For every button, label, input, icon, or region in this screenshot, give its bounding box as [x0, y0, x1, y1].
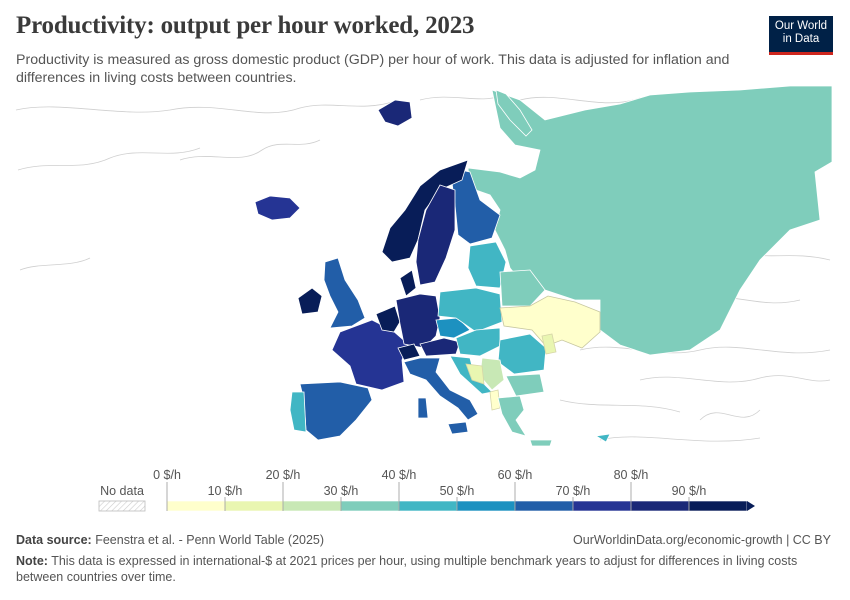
- legend-tick-label: 30 $/h: [324, 484, 359, 498]
- country-romania[interactable]: [497, 333, 547, 375]
- country-germany[interactable]: [395, 293, 441, 349]
- owid-logo[interactable]: Our World in Data: [769, 16, 833, 55]
- country-finland[interactable]: [449, 167, 501, 245]
- island-sicily[interactable]: [447, 421, 469, 435]
- legend-tick-label: 80 $/h: [614, 468, 649, 482]
- country-greece[interactable]: [497, 395, 527, 437]
- legend-tick-label: 50 $/h: [440, 484, 475, 498]
- country-russia[interactable]: [467, 85, 833, 356]
- legend-tick-label: 60 $/h: [498, 468, 533, 482]
- legend-bin[interactable]: [572, 500, 632, 512]
- source-label: Data source:: [16, 533, 92, 547]
- island-cyprus[interactable]: [594, 433, 611, 443]
- source-text[interactable]: Feenstra et al. - Penn World Table (2025…: [95, 533, 325, 547]
- chart-subtitle: Productivity is measured as gross domest…: [16, 52, 730, 86]
- country-albania[interactable]: [489, 389, 501, 411]
- credit-link[interactable]: OurWorldinData.org/economic-growth | CC …: [573, 533, 831, 547]
- country-baltics[interactable]: [467, 241, 507, 289]
- country-austria[interactable]: [419, 337, 461, 357]
- legend-bin[interactable]: [282, 500, 342, 512]
- data-source: Data source: Feenstra et al. - Penn Worl…: [16, 533, 324, 547]
- legend-tick-label: 0 $/h: [153, 468, 181, 482]
- footnote: Note: This data is expressed in internat…: [16, 554, 836, 585]
- europe-map: [15, 85, 833, 447]
- legend-bin[interactable]: [630, 500, 690, 512]
- legend-ticks: 0 $/h 20 $/h 40 $/h 60 $/h 80 $/h 10 $/h 30 $/…: [153, 468, 706, 511]
- country-portugal[interactable]: [289, 391, 307, 433]
- country-ireland[interactable]: [297, 287, 323, 315]
- legend-bin[interactable]: [340, 500, 400, 512]
- legend-bin[interactable]: [456, 500, 516, 512]
- legend-tick-label: 70 $/h: [556, 484, 591, 498]
- country-benelux[interactable]: [375, 305, 401, 333]
- note-label: Note:: [16, 554, 48, 568]
- legend-bin[interactable]: [398, 500, 458, 512]
- country-iceland[interactable]: [254, 195, 301, 221]
- logo-line-1: Our World: [774, 20, 828, 32]
- island-svalbard[interactable]: [377, 99, 413, 127]
- note-text: This data is expressed in international-…: [16, 554, 798, 584]
- island-crete[interactable]: [529, 439, 553, 447]
- legend-arrow: [747, 501, 755, 511]
- color-legend: No data 0 $/h 20 $/h 40 $/h 60 $/h 80 $/h 10 …: [98, 468, 755, 512]
- country-italy[interactable]: [403, 357, 479, 421]
- country-belarus[interactable]: [499, 269, 546, 307]
- legend-bin[interactable]: [224, 500, 284, 512]
- legend-tick-label: 20 $/h: [266, 468, 301, 482]
- country-poland[interactable]: [437, 287, 503, 333]
- country-bosnia[interactable]: [465, 363, 485, 385]
- island-sardinia[interactable]: [417, 397, 429, 419]
- legend-tick-label: 40 $/h: [382, 468, 417, 482]
- country-france[interactable]: [331, 319, 409, 391]
- legend-bin[interactable]: [514, 500, 574, 512]
- country-bulgaria[interactable]: [505, 373, 545, 397]
- legend-tick-label: 10 $/h: [208, 484, 243, 498]
- island-novaya-zemlya[interactable]: [495, 89, 533, 137]
- country-moldova[interactable]: [541, 333, 557, 355]
- country-switzerland[interactable]: [397, 343, 421, 361]
- country-czechia[interactable]: [435, 317, 471, 339]
- legend-tick-label: 90 $/h: [672, 484, 707, 498]
- country-spain[interactable]: [299, 381, 373, 441]
- country-ukraine[interactable]: [499, 295, 601, 349]
- chart-title: Productivity: output per hour worked, 20…: [16, 12, 475, 39]
- legend-bin[interactable]: [688, 500, 748, 512]
- country-denmark[interactable]: [399, 269, 417, 297]
- legend-no-data-swatch[interactable]: [98, 500, 146, 512]
- country-sweden[interactable]: [415, 184, 456, 286]
- logo-line-2: in Data: [782, 33, 820, 45]
- legend-no-data-label: No data: [100, 484, 144, 498]
- legend-bins: [166, 500, 755, 512]
- legend-bin[interactable]: [166, 500, 226, 512]
- country-united-kingdom[interactable]: [323, 257, 366, 329]
